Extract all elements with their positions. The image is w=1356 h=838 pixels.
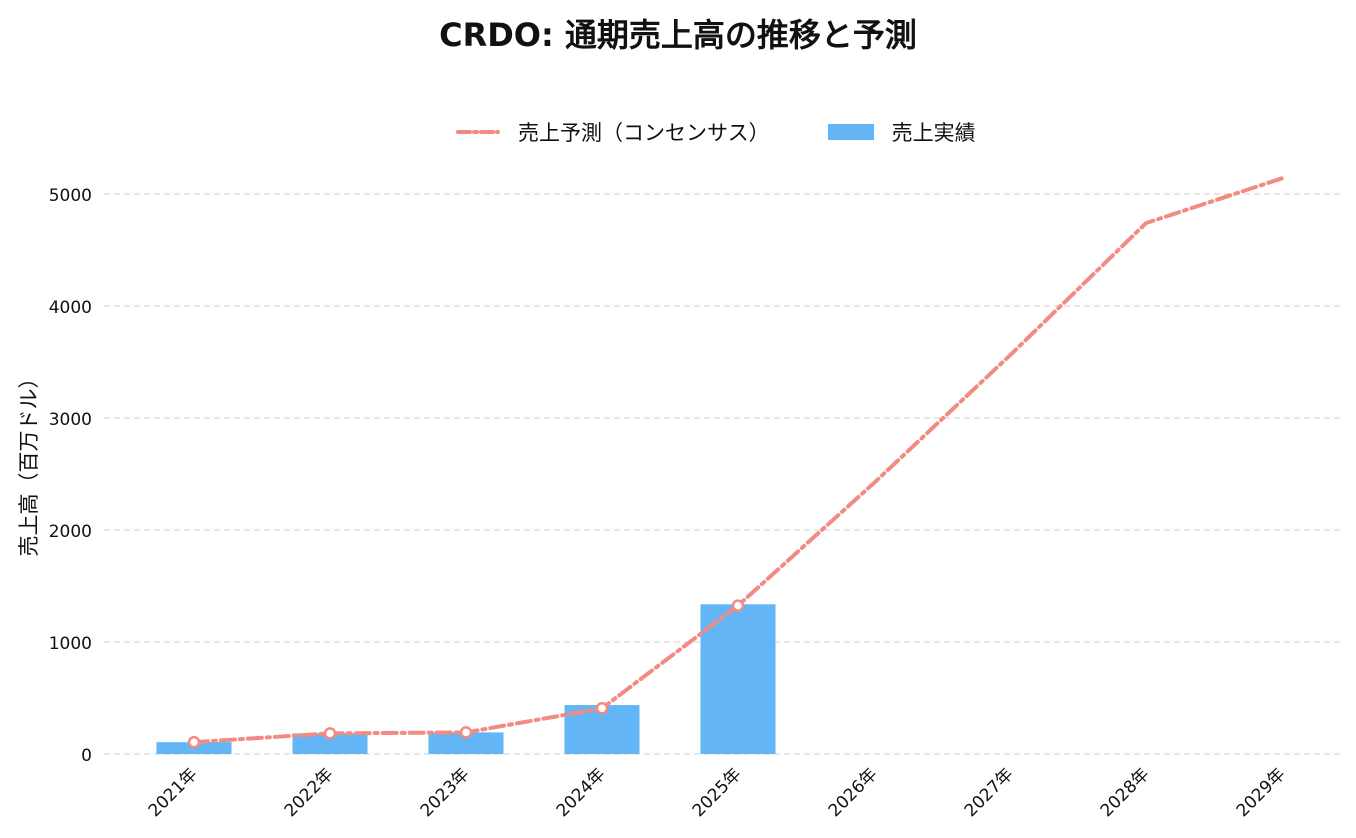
legend-item-actual: 売上実績	[827, 117, 976, 147]
y-tick-label-4000: 4000	[49, 298, 92, 318]
legend-item-forecast: 売上予測（コンセンサス）	[456, 117, 770, 147]
forecast-point-2024年	[595, 702, 609, 715]
x-tick-label-2027年: 2027年	[961, 764, 1018, 821]
x-tick-label-2025年: 2025年	[689, 764, 746, 821]
x-tick-label-2021年: 2021年	[145, 764, 202, 821]
bar-2022年	[292, 733, 368, 754]
y-tick-label-0: 0	[81, 746, 92, 766]
x-tick-label-2029年: 2029年	[1233, 764, 1290, 821]
bar-2025年	[700, 604, 776, 754]
chart-title: CRDO: 通期売上高の推移と予測	[439, 16, 917, 54]
y-tick-label-1000: 1000	[49, 634, 92, 654]
legend-swatch-actual	[827, 124, 874, 140]
forecast-point-2023年	[459, 726, 473, 739]
y-tick-label-2000: 2000	[49, 522, 92, 542]
x-tick-label-2028年: 2028年	[1097, 764, 1154, 821]
legend-swatch-forecast	[456, 130, 500, 134]
bar-2023年	[428, 732, 504, 754]
x-tick-label-2023年: 2023年	[417, 764, 474, 821]
legend-label-actual: 売上実績	[891, 121, 976, 145]
x-tick-label-2024年: 2024年	[553, 764, 610, 821]
x-tick-label-2026年: 2026年	[825, 764, 882, 821]
y-tick-label-3000: 3000	[49, 410, 92, 430]
legend: 売上予測（コンセンサス） 売上実績	[456, 116, 976, 148]
forecast-point-2021年	[187, 735, 201, 749]
x-tick-label-2022年: 2022年	[281, 764, 338, 821]
legend-label-forecast: 売上予測（コンセンサス）	[518, 121, 770, 145]
y-tick-label-5000: 5000	[49, 186, 92, 206]
forecast-point-2025年	[731, 599, 745, 612]
forecast-point-2022年	[323, 727, 337, 740]
